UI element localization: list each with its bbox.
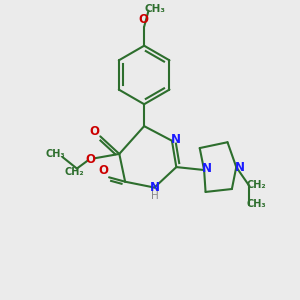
Text: O: O xyxy=(85,153,95,166)
Text: O: O xyxy=(139,14,148,26)
Text: N: N xyxy=(149,181,159,194)
Text: CH₃: CH₃ xyxy=(246,199,266,208)
Text: CH₂: CH₂ xyxy=(246,180,266,190)
Text: O: O xyxy=(89,124,99,138)
Text: N: N xyxy=(235,160,245,174)
Text: O: O xyxy=(99,164,109,177)
Text: N: N xyxy=(170,133,180,146)
Text: N: N xyxy=(201,162,212,175)
Text: CH₂: CH₂ xyxy=(65,167,84,177)
Text: CH₃: CH₃ xyxy=(145,4,166,14)
Text: H: H xyxy=(151,191,158,201)
Text: CH₃: CH₃ xyxy=(45,149,65,159)
